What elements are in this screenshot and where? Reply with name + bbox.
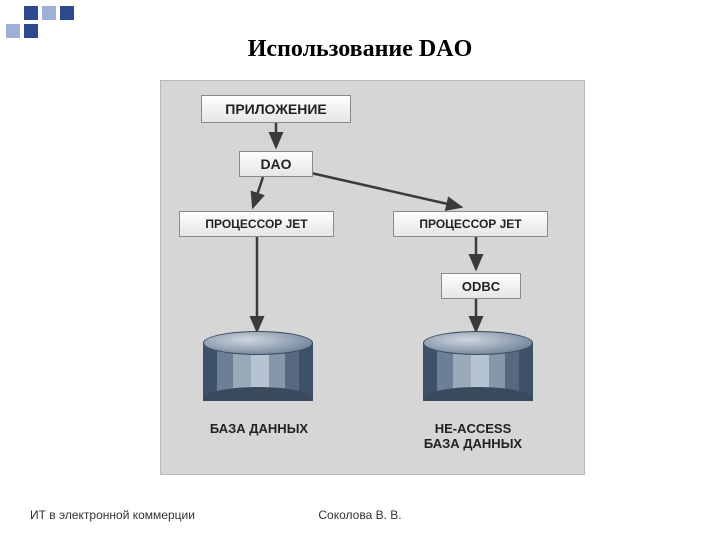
arrow-layer — [161, 81, 586, 476]
arrow-dao-to-jet2 — [311, 173, 461, 207]
slide-title: Использование DAO — [0, 36, 720, 63]
db-label-db2: НЕ-ACCESSБАЗА ДАННЫХ — [393, 421, 553, 451]
box-jet2: ПРОЦЕССОР JET — [393, 211, 548, 237]
box-app: ПРИЛОЖЕНИЕ — [201, 95, 351, 123]
box-odbc: ODBC — [441, 273, 521, 299]
cylinder-db2 — [423, 331, 533, 401]
box-jet1: ПРОЦЕССОР JET — [179, 211, 334, 237]
decoration-square — [60, 6, 74, 20]
decoration-square — [42, 6, 56, 20]
footer-center: Соколова В. В. — [0, 508, 720, 522]
dao-diagram: ПРИЛОЖЕНИЕ DAO ПРОЦЕССОР JET ПРОЦЕССОР JET O… — [160, 80, 585, 475]
decoration-square — [24, 6, 38, 20]
cylinder-db1 — [203, 331, 313, 401]
arrow-dao-to-jet1 — [253, 177, 263, 207]
db-label-db1: БАЗА ДАННЫХ — [179, 421, 339, 436]
box-dao: DAO — [239, 151, 313, 177]
